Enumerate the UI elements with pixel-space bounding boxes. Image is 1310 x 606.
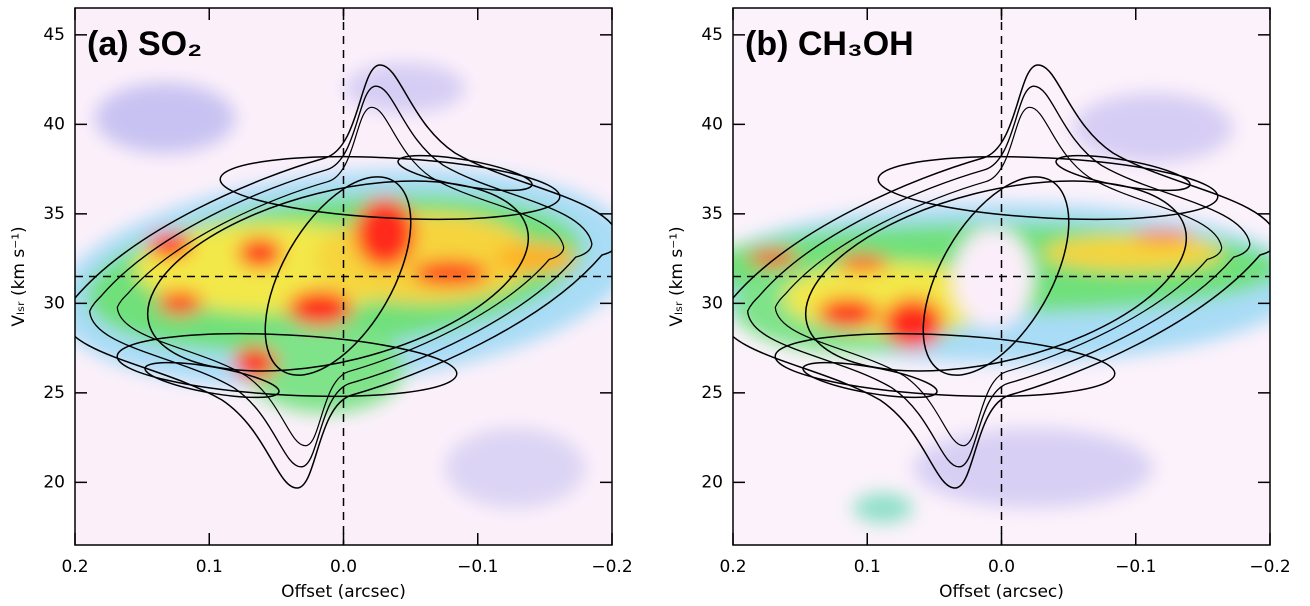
y-axis-label: Vₗₛᵣ (km s⁻¹) (667, 226, 687, 326)
x-tick-label: 0.1 (196, 557, 223, 577)
y-tick-label: 45 (43, 25, 65, 45)
y-tick-label: 45 (701, 25, 723, 45)
x-tick-label: 0.0 (988, 557, 1015, 577)
y-tick-label: 35 (43, 204, 65, 224)
y-tick-label: 40 (701, 114, 723, 134)
y-axis-label: Vₗₛᵣ (km s⁻¹) (9, 226, 29, 326)
panel-title: (a) SO₂ (87, 25, 202, 63)
y-tick-label: 30 (43, 293, 65, 313)
panel: 20 25 30 35 40 45 0.2 0.1 0.0 −0.1 −0.2 Offset (arc… (9, 7, 633, 602)
x-axis-label: Offset (arcsec) (281, 582, 406, 602)
x-tick-label: −0.2 (591, 557, 632, 577)
x-axis-label: Offset (arcsec) (939, 582, 1064, 602)
x-tick-label: −0.1 (1115, 557, 1156, 577)
y-tick-label: 25 (701, 383, 723, 403)
y-tick-label: 20 (701, 472, 723, 492)
panel-title: (b) CH₃OH (745, 25, 914, 63)
y-tick-label: 20 (43, 472, 65, 492)
y-tick-label: 40 (43, 114, 65, 134)
x-tick-label: −0.2 (1249, 557, 1290, 577)
x-tick-label: 0.0 (330, 557, 357, 577)
x-tick-label: 0.2 (719, 557, 746, 577)
y-tick-label: 30 (701, 293, 723, 313)
y-tick-label: 25 (43, 383, 65, 403)
panel: 20 25 30 35 40 45 0.2 0.1 0.0 −0.1 −0.2 Offset (arc… (667, 7, 1291, 602)
x-tick-label: 0.1 (854, 557, 881, 577)
y-tick-label: 35 (701, 204, 723, 224)
x-tick-label: 0.2 (61, 557, 88, 577)
x-tick-label: −0.1 (457, 557, 498, 577)
